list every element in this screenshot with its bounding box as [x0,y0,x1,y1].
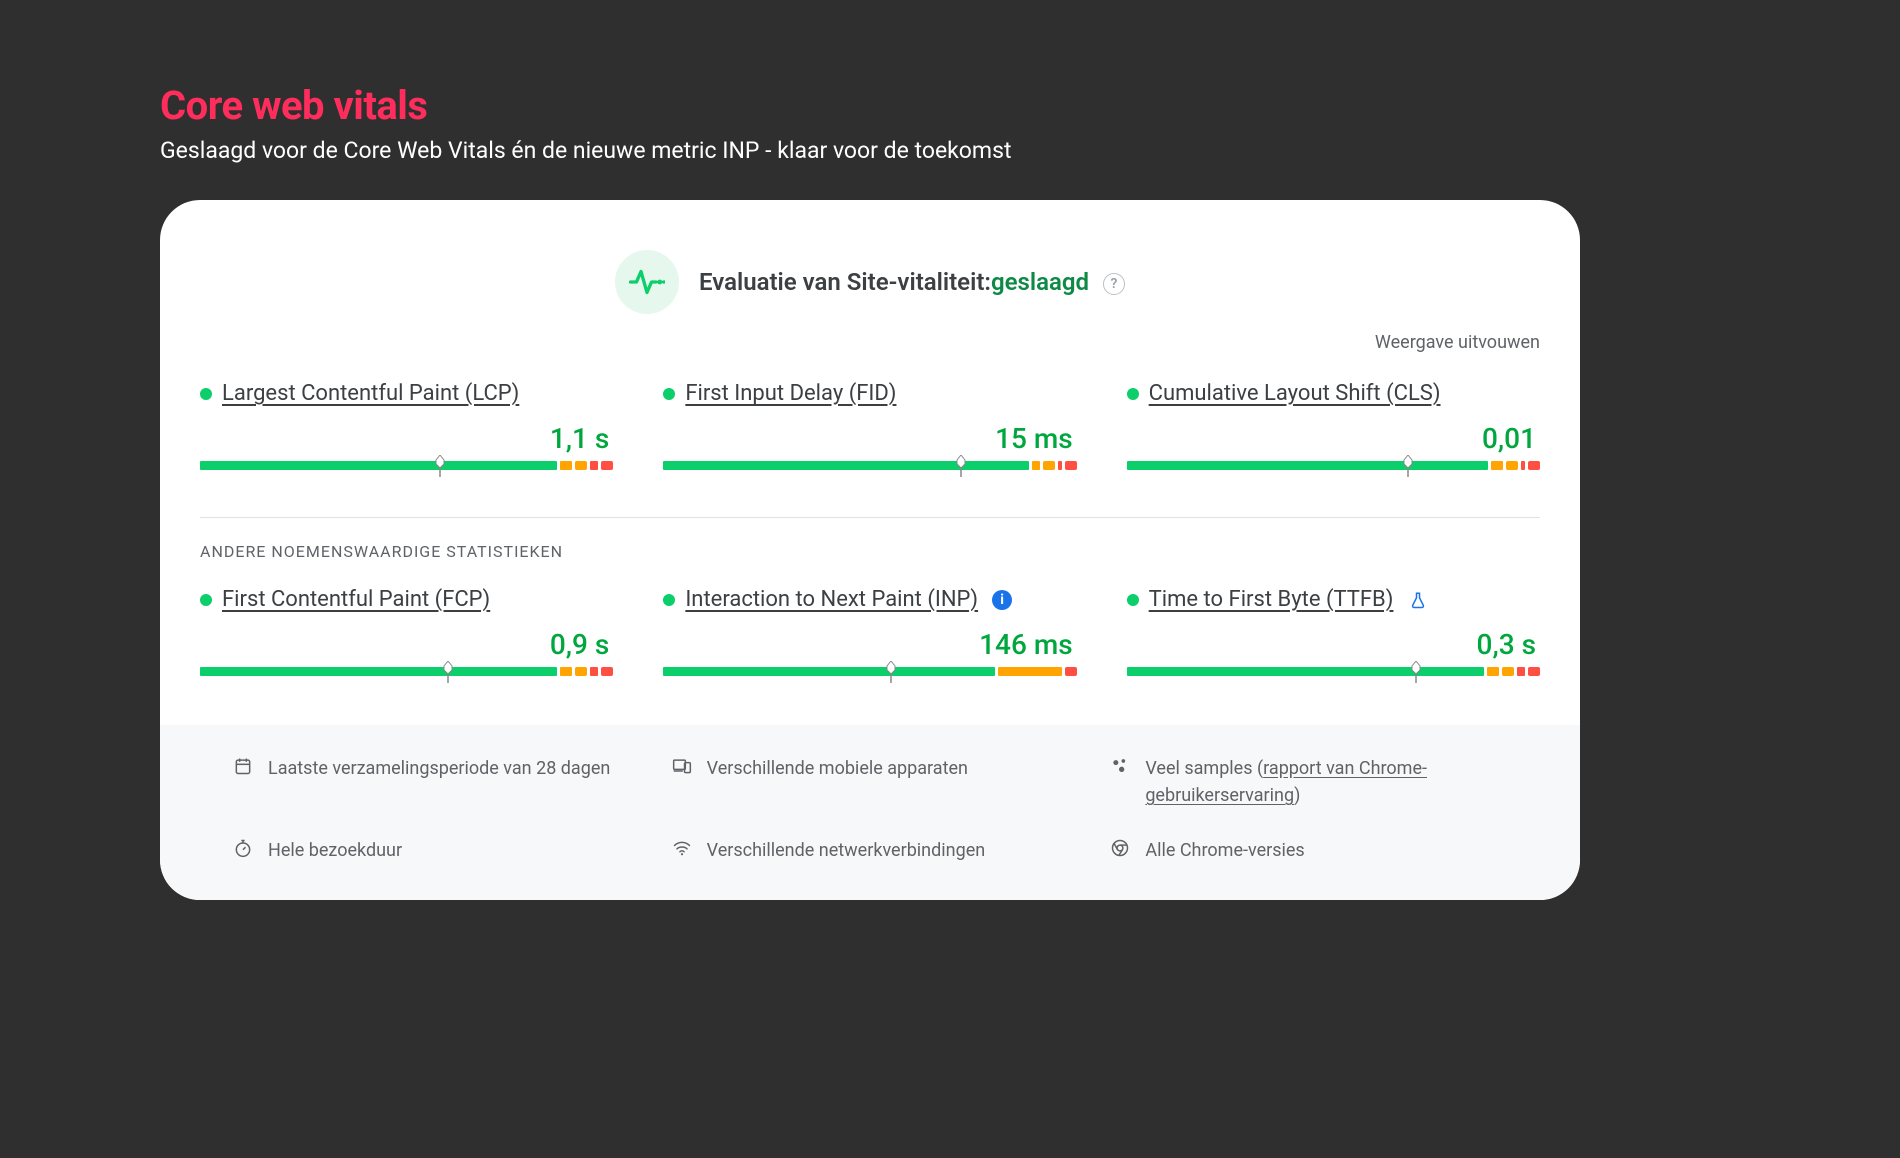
evaluation-row: Evaluatie van Site-vitaliteit:geslaagd ? [160,250,1580,314]
metric-value: 0,9 s [200,628,609,661]
expand-toggle[interactable]: Weergave uitvouwen [1375,332,1540,353]
page-root: Core web vitals Geslaagd voor de Core We… [0,0,1900,1158]
metric-name-link[interactable]: First Contentful Paint (FCP) [222,587,490,612]
metrics-primary-grid: Largest Contentful Paint (LCP) 1,1 s First… [160,381,1580,477]
footer-devices: Verschillende mobiele apparaten [671,755,1070,809]
pulse-icon [615,250,679,314]
threshold-marker [956,455,966,477]
vitals-card: Evaluatie van Site-vitaliteit:geslaagd ?… [160,200,1580,900]
evaluation-label: Evaluatie van Site-vitaliteit: [699,268,991,296]
calendar-icon [232,755,254,777]
metric-bar [200,461,613,477]
threshold-marker [1403,455,1413,477]
metric-header: Cumulative Layout Shift (CLS) [1127,381,1540,406]
divider [200,517,1540,518]
metric-bar [1127,667,1540,683]
section-subtitle: Geslaagd voor de Core Web Vitals én de n… [160,137,1740,164]
status-dot [200,594,212,606]
footer-samples-text: Veel samples (rapport van Chrome-gebruik… [1145,755,1508,809]
samples-icon [1109,755,1131,777]
metric-name-link[interactable]: Cumulative Layout Shift (CLS) [1149,381,1441,406]
metric-bar [200,667,613,683]
footer-samples: Veel samples (rapport van Chrome-gebruik… [1109,755,1508,809]
info-icon[interactable]: i [992,590,1012,610]
metric-bar [663,461,1076,477]
wifi-icon [671,837,693,859]
metric-value: 0,3 s [1127,628,1536,661]
threshold-marker [435,455,445,477]
footer-duration: Hele bezoekduur [232,837,631,864]
chrome-icon [1109,837,1131,859]
experimental-icon [1409,591,1427,609]
metric-ttfb: Time to First Byte (TTFB) 0,3 s [1127,587,1540,683]
status-dot [1127,388,1139,400]
footer-period: Laatste verzamelingsperiode van 28 dagen [232,755,631,809]
card-footer: Laatste verzamelingsperiode van 28 dagen… [160,725,1580,900]
metrics-secondary-grid: First Contentful Paint (FCP) 0,9 s Interac… [160,587,1580,683]
help-icon[interactable]: ? [1103,273,1125,295]
status-dot [200,388,212,400]
status-dot [1127,594,1139,606]
metric-fcp: First Contentful Paint (FCP) 0,9 s [200,587,613,683]
metric-name-link[interactable]: Largest Contentful Paint (LCP) [222,381,519,406]
footer-networks-text: Verschillende netwerkverbindingen [707,837,986,864]
stopwatch-icon [232,837,254,859]
metric-name-link[interactable]: Time to First Byte (TTFB) [1149,587,1394,612]
metric-bar [663,667,1076,683]
other-metrics-heading: ANDERE NOEMENSWAARDIGE STATISTIEKEN [160,542,1580,561]
threshold-marker [443,661,453,683]
metric-name-link[interactable]: Interaction to Next Paint (INP) [685,587,978,612]
metric-bar [1127,461,1540,477]
footer-devices-text: Verschillende mobiele apparaten [707,755,968,782]
metric-lcp: Largest Contentful Paint (LCP) 1,1 s [200,381,613,477]
metric-header: First Input Delay (FID) [663,381,1076,406]
status-dot [663,388,675,400]
metric-value: 15 ms [663,422,1072,455]
metric-name-link[interactable]: First Input Delay (FID) [685,381,896,406]
metric-fid: First Input Delay (FID) 15 ms [663,381,1076,477]
threshold-marker [1411,661,1421,683]
evaluation-result: geslaagd [991,268,1089,296]
metric-value: 0,01 [1127,422,1536,455]
evaluation-text: Evaluatie van Site-vitaliteit:geslaagd ? [699,268,1125,296]
metric-header: Time to First Byte (TTFB) [1127,587,1540,612]
threshold-marker [886,661,896,683]
footer-duration-text: Hele bezoekduur [268,837,402,864]
footer-versions-text: Alle Chrome-versies [1145,837,1304,864]
footer-versions: Alle Chrome-versies [1109,837,1508,864]
metric-header: Interaction to Next Paint (INP) i [663,587,1076,612]
footer-networks: Verschillende netwerkverbindingen [671,837,1070,864]
metric-value: 1,1 s [200,422,609,455]
devices-icon [671,755,693,777]
section-title: Core web vitals [160,82,1740,129]
metric-header: Largest Contentful Paint (LCP) [200,381,613,406]
footer-period-text: Laatste verzamelingsperiode van 28 dagen [268,755,610,782]
status-dot [663,594,675,606]
metric-inp: Interaction to Next Paint (INP) i 146 ms [663,587,1076,683]
metric-value: 146 ms [663,628,1072,661]
metric-header: First Contentful Paint (FCP) [200,587,613,612]
metric-cls: Cumulative Layout Shift (CLS) 0,01 [1127,381,1540,477]
